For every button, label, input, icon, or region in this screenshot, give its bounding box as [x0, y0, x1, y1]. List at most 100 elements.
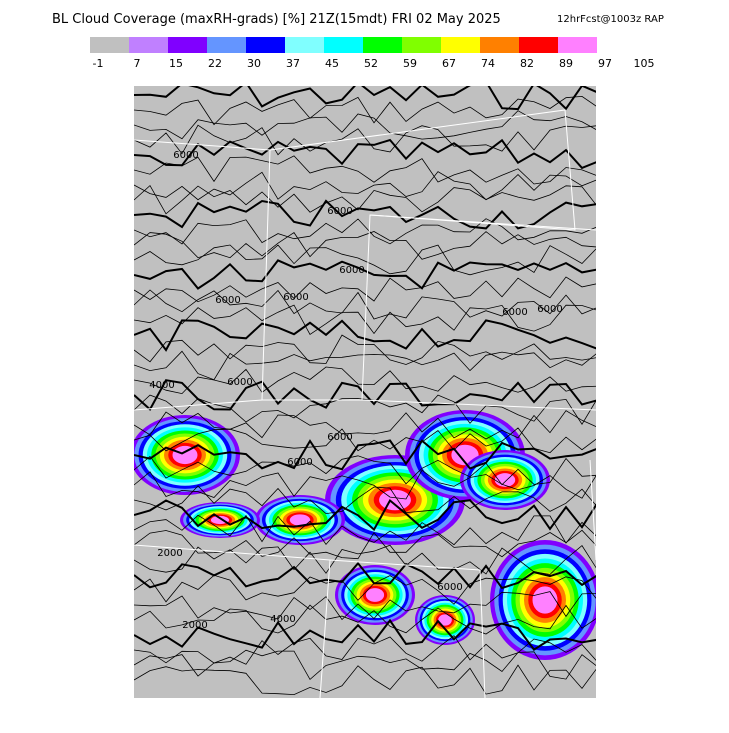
colorbar-label: 67	[442, 57, 456, 70]
contour-line	[134, 138, 596, 170]
contour-labels: 6000 6000 6000 6000 6000 6000 6000 4000 6000 6000…	[149, 150, 562, 631]
title: BL Cloud Coverage (maxRH-grads) [%] 21Z(…	[52, 12, 501, 27]
cloud-blob	[172, 445, 198, 465]
contour-line	[134, 171, 596, 201]
colorbar-label: -1	[93, 57, 104, 70]
colorbar-label: 37	[286, 57, 300, 70]
border	[134, 544, 486, 698]
contour-line	[134, 95, 596, 126]
cloud-blob	[438, 614, 452, 626]
contour-label: 6000	[287, 457, 312, 468]
map: 6000 6000 6000 6000 6000 6000 6000 4000 6000 6000…	[134, 86, 596, 698]
color-swatch	[90, 37, 129, 53]
contour-line	[134, 498, 596, 532]
colorbar-label: 89	[559, 57, 573, 70]
contour-line	[134, 366, 596, 395]
contour-line	[134, 529, 596, 560]
contour-line	[134, 334, 596, 365]
border	[269, 109, 576, 401]
contour-line	[134, 544, 596, 575]
contour-line	[134, 319, 596, 352]
colorbar-label: 105	[634, 57, 655, 70]
subtitle: 12hrFcst@1003z RAP	[557, 14, 664, 25]
contour-line	[134, 124, 596, 156]
colorbar-label: 74	[481, 57, 495, 70]
color-swatch	[519, 37, 558, 53]
colorbar-label: 59	[403, 57, 417, 70]
contour-line	[134, 649, 596, 681]
contour-label: 6000	[283, 292, 308, 303]
contour-line	[134, 304, 596, 335]
contour-line	[134, 276, 596, 303]
color-swatch	[324, 37, 363, 53]
contour-label: 6000	[173, 150, 198, 161]
contour-line	[134, 561, 596, 590]
contour-label: 6000	[437, 582, 462, 593]
color-swatch	[129, 37, 168, 53]
contour-line	[134, 218, 596, 245]
colorbar-label: 30	[247, 57, 261, 70]
cloud-blob	[289, 514, 311, 526]
color-swatch	[363, 37, 402, 53]
contour-label: 4000	[149, 380, 174, 391]
color-swatch	[480, 37, 519, 53]
contour-line	[134, 664, 596, 696]
colorbar-label: 45	[325, 57, 339, 70]
colorbar-label: 7	[134, 57, 141, 70]
contour-line	[134, 439, 596, 471]
border	[262, 399, 596, 411]
contour-line	[134, 635, 596, 665]
contour-label: 6000	[537, 304, 562, 315]
contours	[134, 86, 596, 696]
cloud-blob	[532, 586, 558, 614]
contour-label: 6000	[502, 307, 527, 318]
colorbar-label: 15	[169, 57, 183, 70]
color-swatch	[402, 37, 441, 53]
contour-line	[134, 350, 596, 381]
contour-line	[134, 574, 596, 605]
color-swatch	[246, 37, 285, 53]
contour-line	[134, 86, 596, 111]
contour-line	[134, 410, 596, 440]
contour-line	[134, 394, 596, 425]
border	[369, 214, 596, 231]
color-swatch	[168, 37, 207, 53]
colorbar-label: 52	[364, 57, 378, 70]
contour-label: 6000	[339, 265, 364, 276]
contour-line	[134, 259, 596, 290]
contour-line	[134, 110, 596, 140]
contour-line	[134, 184, 596, 215]
cloud-blob	[365, 588, 385, 602]
contour-label: 6000	[215, 295, 240, 306]
colorbar: -1 7 15 22 30 37 45 52 59 67 74 82 89 97 105	[90, 37, 655, 70]
contour-label: 2000	[157, 548, 182, 559]
contour-line	[134, 485, 596, 515]
contour-line	[134, 604, 596, 635]
contour-label: 6000	[327, 432, 352, 443]
contour-line	[134, 455, 596, 486]
contour-label: 6000	[227, 377, 252, 388]
colorbar-label: 22	[208, 57, 222, 70]
colorbar-label: 97	[598, 57, 612, 70]
color-swatch	[441, 37, 480, 53]
state-borders	[134, 109, 596, 698]
colorbar-label: 82	[520, 57, 534, 70]
border	[134, 139, 271, 411]
color-swatch	[285, 37, 324, 53]
contour-line	[134, 514, 596, 546]
contour-line	[134, 155, 596, 185]
cloud-fields	[134, 410, 596, 660]
contour-line	[134, 231, 596, 260]
contour-line	[134, 591, 596, 621]
contour-line	[134, 618, 596, 651]
contour-line	[134, 469, 596, 500]
border	[589, 459, 596, 561]
color-swatch	[558, 37, 597, 53]
contour-line	[134, 199, 596, 230]
contour-label: 4000	[270, 614, 295, 625]
contour-label: 6000	[327, 206, 352, 217]
contour-line	[134, 379, 596, 411]
border	[319, 559, 331, 698]
